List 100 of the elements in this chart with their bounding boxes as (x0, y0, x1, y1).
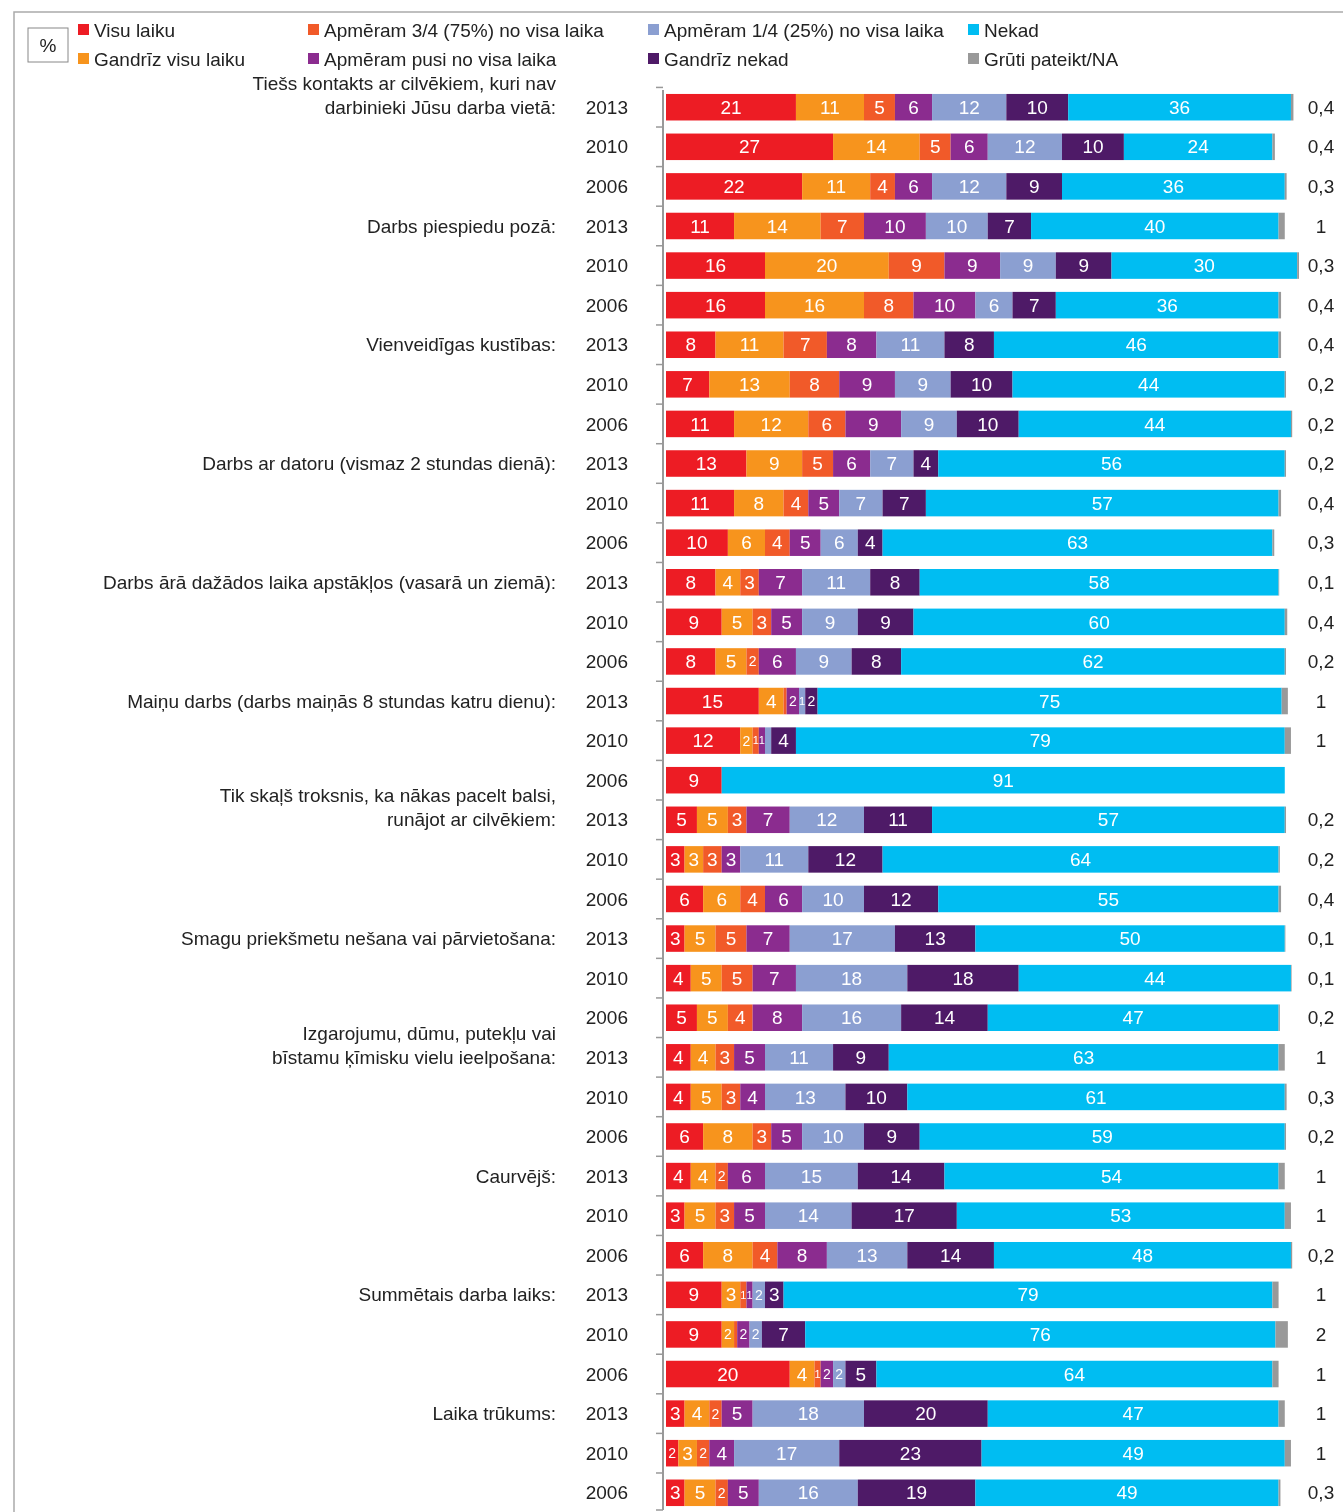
data-label: 5 (694, 1205, 706, 1227)
data-label: 2 (742, 732, 751, 749)
bar (1062, 133, 1124, 161)
bar (1111, 252, 1298, 279)
bar (808, 846, 883, 873)
data-label: 2 (699, 1445, 708, 1462)
data-label: 2 (748, 653, 757, 670)
bar (1006, 93, 1069, 121)
bar (925, 489, 1279, 517)
y-tick-label: 2006 (585, 176, 628, 198)
data-label: 5 (700, 967, 712, 989)
data-label: 4 (864, 532, 876, 554)
data-label: 0,2 (1307, 651, 1335, 673)
bar (907, 1083, 1285, 1111)
bar (758, 1479, 858, 1507)
bar (1281, 687, 1288, 715)
legend-label: Gandrīz visu laiku (94, 48, 246, 70)
data-label: 2 (754, 1286, 763, 1303)
bar (783, 1281, 1273, 1309)
bar (752, 964, 796, 992)
bar (734, 1439, 840, 1467)
bar (833, 1044, 889, 1071)
data-label: 76 (1029, 1324, 1051, 1346)
data-label: 8 (883, 294, 895, 316)
bar (870, 173, 895, 200)
legend-label: Apmēram 3/4 (75%) no visa laika (324, 19, 605, 41)
bar (789, 371, 840, 398)
y-tick-label: 2010 (585, 1442, 628, 1464)
data-label: 4 (790, 492, 802, 514)
y-tick-label: 2013 (585, 809, 628, 831)
data-label: 4 (716, 1442, 728, 1464)
bar (771, 727, 796, 754)
data-label: 9 (688, 769, 700, 791)
bar (907, 1241, 994, 1269)
data-label: 9 (917, 373, 929, 395)
bar (666, 1123, 704, 1150)
y-tick-label: 2006 (585, 1244, 628, 1266)
data-label: 4 (765, 690, 777, 712)
data-label: 0,2 (1307, 1007, 1335, 1029)
data-label: 20 (717, 1363, 739, 1385)
data-label: 7 (682, 373, 693, 395)
bar (839, 1439, 982, 1467)
data-label: 91 (992, 769, 1014, 791)
data-label: 22 (723, 176, 745, 198)
bar (795, 964, 908, 992)
bar (993, 1241, 1291, 1269)
bar (857, 1162, 945, 1190)
data-label: 6 (679, 1126, 690, 1148)
bar (851, 1202, 957, 1229)
data-label: 9 (868, 413, 879, 435)
bar (876, 331, 945, 359)
data-label: 4 (691, 1403, 703, 1425)
bar (826, 331, 877, 359)
bar (805, 687, 818, 715)
bar (882, 489, 926, 517)
bar (765, 1083, 846, 1111)
data-label: 6 (988, 294, 1000, 316)
data-label: 8 (753, 492, 765, 514)
bar (864, 1123, 920, 1150)
bar (696, 1004, 728, 1031)
data-label: 0,2 (1307, 849, 1335, 871)
text: Darbs piespiedu pozā: (366, 215, 556, 237)
data-label: 11 (690, 413, 710, 435)
bar (684, 1202, 716, 1229)
data-label: 16 (803, 294, 826, 316)
bar (1278, 1162, 1285, 1190)
bar (703, 1241, 753, 1269)
bar (734, 1321, 738, 1348)
text: Maiņu darbs (darbs maiņās 8 stundas katru dienu): (127, 690, 556, 712)
data-label: 10 (686, 532, 708, 554)
bar (758, 569, 803, 596)
bar (666, 1360, 790, 1388)
data-label: 8 (809, 373, 820, 395)
data-label: 4 (796, 1363, 808, 1385)
bar (709, 1400, 722, 1427)
data-label: 8 (722, 1244, 734, 1266)
data-label: 0,3 (1307, 176, 1335, 198)
data-label: 2 (807, 692, 816, 709)
data-label: 5 (694, 1482, 706, 1504)
data-label: 2 (717, 1167, 726, 1184)
bar (721, 1400, 753, 1427)
bar (901, 1004, 988, 1031)
legend-label: Apmēram 1/4 (25%) no visa laika (664, 19, 945, 41)
data-label: 10 (884, 215, 906, 237)
data-label: 3 (725, 849, 737, 871)
data-label: 2 (711, 1405, 720, 1422)
data-label: 8 (685, 334, 697, 356)
data-label: 9 (1028, 176, 1040, 198)
data-label: 5 (781, 611, 792, 633)
y-tick-label: 2013 (585, 453, 628, 475)
bar (944, 252, 1001, 279)
bar (666, 1044, 691, 1071)
data-label: 3 (756, 1126, 768, 1148)
data-label: 6 (772, 651, 783, 673)
bar (666, 133, 834, 161)
data-label: 7 (886, 453, 898, 475)
data-label: 0,3 (1307, 532, 1335, 554)
data-label: 12 (816, 809, 838, 831)
data-label: 10 (1082, 136, 1104, 158)
data-label: 3 (725, 1284, 737, 1306)
